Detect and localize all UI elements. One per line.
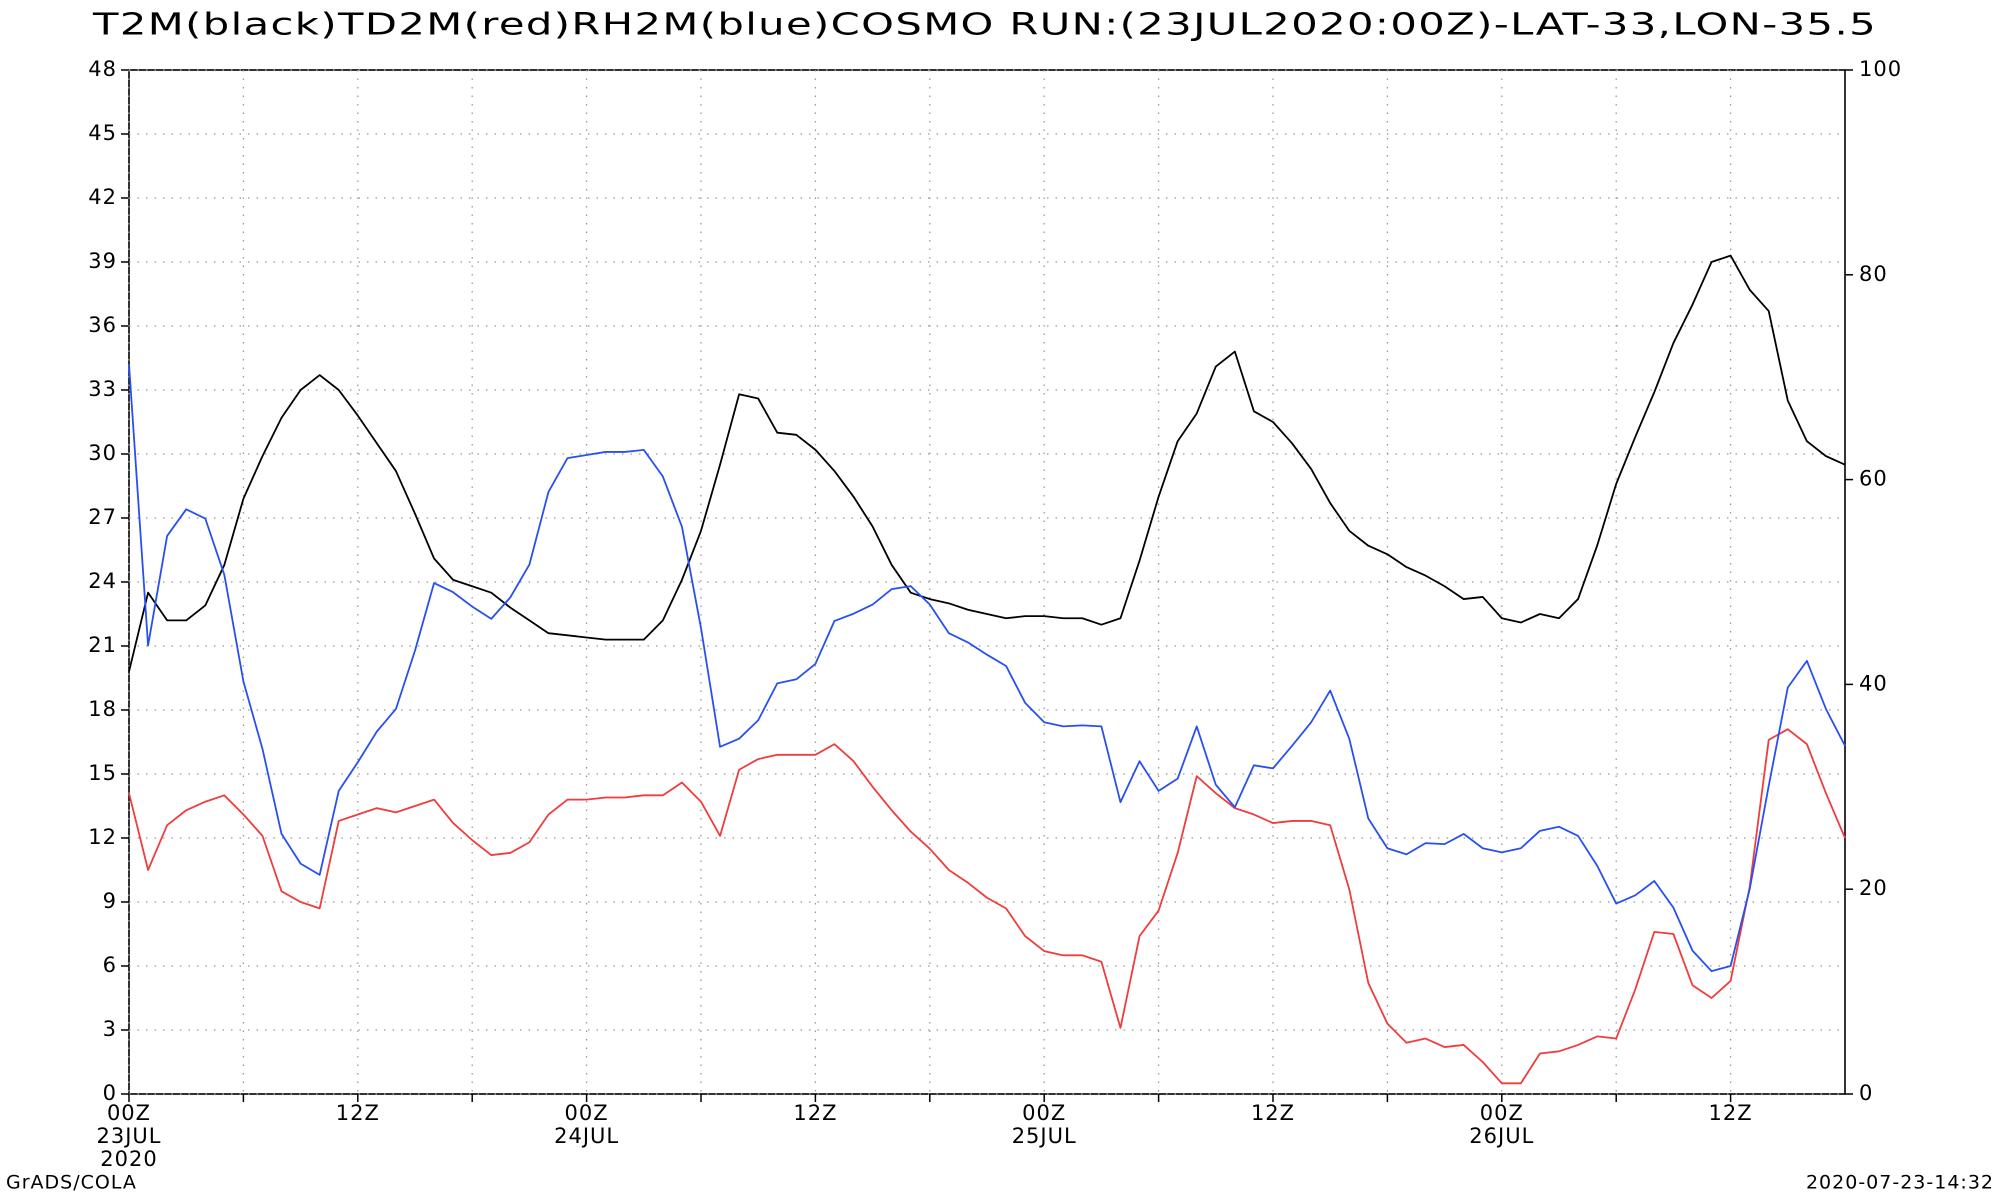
y-tick-label: 24 [88,569,117,593]
y-tick-label: 15 [88,761,117,785]
y-tick-label: 6 [103,953,117,977]
y-tick-label: 18 [88,697,117,721]
footer-right: 2020-07-23-14:32 [1806,1172,1994,1194]
chart-title: T2M(black)TD2M(red)RH2M(blue)COSMO RUN:(… [92,8,1877,43]
y-tick-label: 48 [88,57,117,81]
y2-tick-label: 100 [1859,57,1902,81]
y-tick-label: 12 [88,825,117,849]
x-tick-label: 24JUL [554,1124,619,1148]
y-tick-label: 30 [88,441,117,465]
y2-tick-label: 80 [1859,262,1888,286]
y-tick-label: 21 [88,633,117,657]
x-tick-label: 12Z [793,1101,837,1125]
y-tick-label: 45 [88,121,117,145]
y2-tick-label: 60 [1859,467,1888,491]
data-line [128,254,1846,672]
x-tick-label: 12Z [336,1101,380,1125]
y2-tick-label: 40 [1859,671,1888,695]
footer-left: GrADS/COLA [6,1172,137,1194]
data-line [128,728,1846,1085]
y-tick-label: 36 [88,313,117,337]
y-tick-label: 39 [88,249,117,273]
data-line [128,363,1846,973]
y-tick-label: 3 [103,1017,117,1041]
y-tick-label: 27 [88,505,117,529]
x-tick-label: 00Z [1022,1101,1066,1125]
y-tick-label: 42 [88,185,117,209]
x-tick-label: 2020 [100,1147,157,1171]
y-tick-label: 9 [103,889,117,913]
x-tick-label: 00Z [565,1101,609,1125]
x-tick-label: 25JUL [1012,1124,1077,1148]
x-tick-label: 12Z [1709,1101,1753,1125]
y2-tick-label: 0 [1859,1081,1873,1105]
x-tick-label: 23JUL [97,1124,162,1148]
x-tick-label: 00Z [107,1101,151,1125]
x-tick-label: 26JUL [1469,1124,1534,1148]
y2-tick-label: 20 [1859,876,1888,900]
y-tick-label: 33 [88,377,117,401]
x-tick-label: 12Z [1251,1101,1295,1125]
x-tick-label: 00Z [1480,1101,1524,1125]
y-tick-label: 0 [103,1081,117,1105]
